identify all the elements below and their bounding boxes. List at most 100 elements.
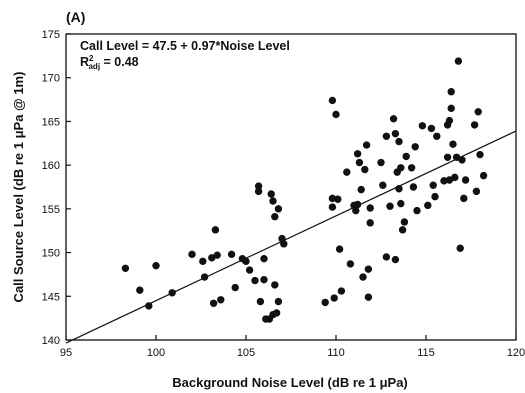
- data-point: [328, 96, 337, 105]
- data-point: [413, 206, 421, 215]
- data-point: [251, 276, 259, 285]
- data-point: [411, 143, 419, 151]
- data-point: [217, 296, 225, 304]
- y-tick-label: 150: [42, 248, 60, 260]
- data-point: [379, 181, 387, 189]
- axes-frame: [65, 33, 517, 341]
- x-tick-label: 95: [60, 347, 72, 359]
- data-point: [458, 156, 466, 164]
- data-point: [271, 213, 279, 221]
- data-point: [260, 275, 268, 284]
- x-tick-label: 105: [237, 347, 255, 359]
- data-point: [474, 108, 482, 116]
- data-point: [382, 132, 391, 140]
- data-point: [402, 152, 410, 161]
- y-axis-label: Call Source Level (dB re 1 μPa @ 1m): [11, 72, 26, 303]
- data-point: [168, 289, 176, 297]
- data-point: [361, 165, 369, 174]
- data-point: [395, 185, 403, 193]
- data-point: [353, 200, 362, 209]
- data-point: [391, 129, 400, 138]
- data-point: [209, 299, 218, 307]
- y-tick-label: 175: [42, 29, 60, 41]
- data-point: [431, 192, 439, 201]
- data-point: [343, 168, 351, 176]
- data-point: [400, 218, 409, 226]
- data-point: [424, 201, 432, 210]
- data-point: [449, 140, 457, 148]
- data-point: [274, 297, 283, 306]
- data-point: [245, 266, 254, 274]
- y-axis: 140 145 150 155 160 165 170 175: [42, 29, 71, 347]
- x-tick-label: 110: [327, 347, 345, 359]
- y-tick-label: 140: [42, 335, 60, 347]
- data-point: [328, 203, 337, 211]
- data-point: [121, 264, 130, 273]
- data-point: [254, 187, 263, 196]
- data-point: [271, 281, 279, 289]
- data-point: [152, 261, 160, 270]
- data-point: [260, 254, 268, 263]
- data-point: [366, 219, 374, 227]
- data-points: [121, 57, 488, 323]
- data-point: [274, 205, 283, 213]
- data-point: [188, 250, 196, 259]
- data-point: [267, 190, 275, 198]
- data-point: [398, 226, 407, 234]
- data-point: [357, 185, 365, 194]
- data-point: [479, 171, 488, 180]
- data-point: [397, 164, 405, 172]
- data-point: [391, 255, 400, 264]
- data-point: [269, 197, 277, 205]
- data-point: [362, 141, 371, 149]
- data-point: [136, 286, 144, 294]
- y-tick-label: 145: [42, 291, 60, 303]
- data-point: [386, 202, 394, 210]
- data-point: [427, 124, 436, 133]
- plot-area: [65, 33, 517, 341]
- y-tick-label: 170: [42, 73, 60, 85]
- y-tick-label: 160: [42, 160, 60, 172]
- x-tick-label: 115: [417, 347, 435, 359]
- data-point: [445, 116, 454, 125]
- data-point: [359, 273, 367, 281]
- data-point: [429, 181, 437, 189]
- data-point: [407, 164, 416, 172]
- data-point: [242, 257, 250, 266]
- data-point: [397, 199, 405, 208]
- data-point: [443, 153, 452, 161]
- data-point: [476, 150, 484, 159]
- r-squared-label: R2 adj = 0.48: [80, 54, 139, 71]
- data-point: [227, 250, 236, 259]
- data-point: [451, 173, 459, 182]
- regression-equation: Call Level = 47.5 + 0.97*Noise Level: [80, 39, 290, 53]
- data-point: [395, 137, 403, 146]
- data-point: [200, 273, 209, 281]
- data-point: [346, 260, 355, 268]
- data-point: [211, 226, 220, 234]
- data-point: [364, 265, 373, 273]
- data-point: [461, 176, 470, 184]
- data-point: [199, 257, 207, 266]
- data-point: [353, 150, 362, 158]
- regression-line: [65, 130, 517, 344]
- x-tick-label: 100: [147, 347, 165, 359]
- data-point: [472, 187, 481, 196]
- data-point: [460, 194, 468, 203]
- data-point: [433, 132, 441, 140]
- data-point: [470, 121, 479, 129]
- data-point: [447, 88, 455, 96]
- data-point: [335, 245, 344, 253]
- data-point: [337, 287, 346, 295]
- x-axis-label: Background Noise Level (dB re 1 μPa): [172, 375, 408, 390]
- x-tick-label: 120: [507, 347, 525, 359]
- data-point: [321, 298, 329, 307]
- y-tick-label: 165: [42, 116, 60, 128]
- data-point: [389, 115, 398, 123]
- panel-label: (A): [66, 9, 85, 25]
- data-point: [409, 183, 418, 191]
- data-point: [377, 158, 385, 167]
- data-point: [145, 302, 153, 310]
- data-point: [454, 57, 463, 65]
